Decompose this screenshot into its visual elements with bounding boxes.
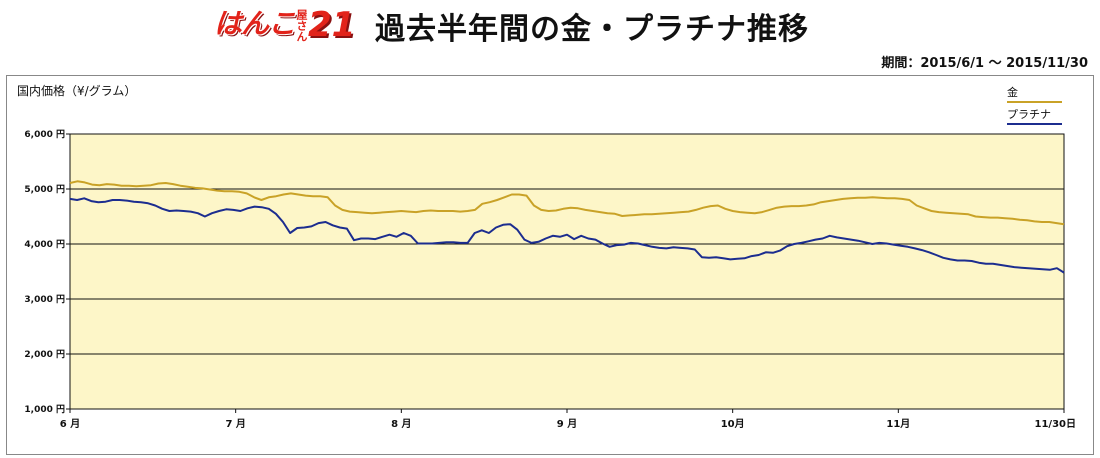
x-tick-label: 8 月 [391,418,411,430]
brand-logo: はんこ 屋さん 21 [214,4,355,42]
x-tick-label: 11/30日 [1035,418,1076,430]
y-tick-label: 6,000 円 [24,129,65,140]
x-tick-label: 10月 [721,418,745,430]
plot-area [69,133,1065,410]
logo-main-text: はんこ [214,7,296,40]
logo-small-text: 屋さん [295,9,309,42]
y-tick-label: 5,000 円 [24,184,65,195]
header: はんこ 屋さん 21 過去半年間の金・プラチナ推移 [0,0,1100,48]
legend-entry-label: プラチナ [1007,108,1051,121]
chart-panel: 1,000 円 2,000 円 3,000 円 4,000 円 5,000 円 6,000… [6,75,1094,455]
x-tick-label: 6 月 [60,418,80,430]
y-axis-ticks: 1,000 円 2,000 円 3,000 円 4,000 円 5,000 円 6,000… [24,129,70,415]
legend-entry-label: 金 [1007,85,1018,99]
x-tick-label: 11月 [886,418,910,430]
period-label: 期間：2015/6/1 〜 2015/11/30 [881,56,1088,71]
y-tick-label: 2,000 円 [24,349,65,360]
x-axis-ticks: 6 月 7 月 8 月 9 月 10月 11月 11/30日 [60,409,1076,430]
y-tick-label: 3,000 円 [24,294,65,305]
logo-number: 21 [308,5,356,45]
x-tick-label: 7 月 [225,418,245,430]
x-tick-label: 9 月 [557,418,577,430]
series-lines [69,180,1065,274]
y-tick-label: 1,000 円 [24,404,65,415]
y-tick-label: 4,000 円 [24,239,65,250]
y-axis-label: 国内価格（¥/グラム） [17,83,136,98]
price-chart: 1,000 円 2,000 円 3,000 円 4,000 円 5,000 円 6,000… [17,83,1076,430]
series-line [69,180,1065,226]
series-line [69,197,1065,274]
page-title: 過去半年間の金・プラチナ推移 [375,12,809,47]
